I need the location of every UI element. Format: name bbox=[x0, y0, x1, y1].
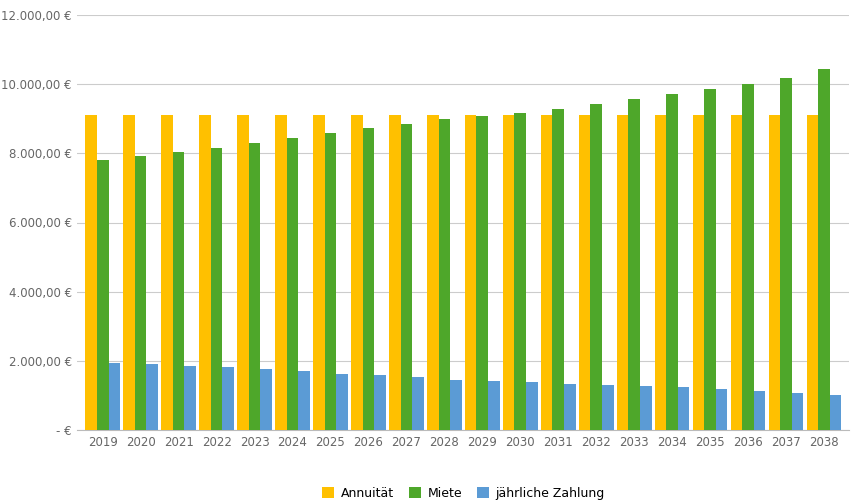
Bar bbox=[222, 367, 234, 430]
Bar bbox=[742, 84, 754, 430]
Bar bbox=[363, 128, 374, 430]
Bar bbox=[351, 114, 363, 430]
Bar bbox=[172, 152, 184, 430]
Bar bbox=[412, 378, 424, 430]
Bar bbox=[324, 134, 336, 430]
Bar bbox=[124, 114, 135, 430]
Bar bbox=[564, 384, 576, 430]
Bar bbox=[97, 160, 108, 430]
Bar bbox=[553, 108, 564, 430]
Bar bbox=[731, 114, 742, 430]
Bar bbox=[692, 114, 704, 430]
Bar bbox=[199, 114, 211, 430]
Bar bbox=[184, 366, 196, 430]
Bar bbox=[465, 114, 476, 430]
Legend: Annuität, Miete, jährliche Zahlung: Annuität, Miete, jährliche Zahlung bbox=[317, 482, 610, 500]
Bar bbox=[655, 114, 667, 430]
Bar bbox=[374, 376, 386, 430]
Bar bbox=[389, 114, 401, 430]
Bar bbox=[438, 118, 450, 430]
Bar bbox=[287, 138, 299, 430]
Bar bbox=[754, 391, 765, 430]
Bar bbox=[249, 144, 260, 430]
Bar bbox=[704, 89, 716, 430]
Bar bbox=[769, 114, 780, 430]
Bar bbox=[135, 156, 147, 430]
Bar bbox=[211, 148, 222, 430]
Bar bbox=[628, 98, 640, 430]
Bar bbox=[336, 374, 347, 430]
Bar bbox=[427, 114, 438, 430]
Bar bbox=[401, 124, 412, 430]
Bar bbox=[147, 364, 158, 430]
Bar bbox=[526, 382, 538, 430]
Bar bbox=[667, 94, 678, 430]
Bar bbox=[488, 380, 499, 430]
Bar bbox=[640, 386, 651, 430]
Bar bbox=[503, 114, 515, 430]
Bar bbox=[780, 78, 792, 430]
Bar bbox=[299, 371, 310, 430]
Bar bbox=[108, 362, 120, 430]
Bar bbox=[792, 392, 803, 430]
Bar bbox=[830, 394, 842, 430]
Bar bbox=[716, 389, 728, 430]
Bar bbox=[807, 114, 819, 430]
Bar bbox=[260, 369, 272, 430]
Bar bbox=[678, 388, 690, 430]
Bar bbox=[275, 114, 287, 430]
Bar bbox=[313, 114, 324, 430]
Bar bbox=[590, 104, 602, 430]
Bar bbox=[819, 70, 830, 430]
Bar bbox=[476, 116, 488, 430]
Bar bbox=[541, 114, 553, 430]
Bar bbox=[161, 114, 172, 430]
Bar bbox=[85, 114, 97, 430]
Bar bbox=[602, 384, 613, 430]
Bar bbox=[515, 113, 526, 430]
Bar bbox=[237, 114, 249, 430]
Bar bbox=[450, 380, 462, 430]
Bar bbox=[579, 114, 590, 430]
Bar bbox=[617, 114, 628, 430]
